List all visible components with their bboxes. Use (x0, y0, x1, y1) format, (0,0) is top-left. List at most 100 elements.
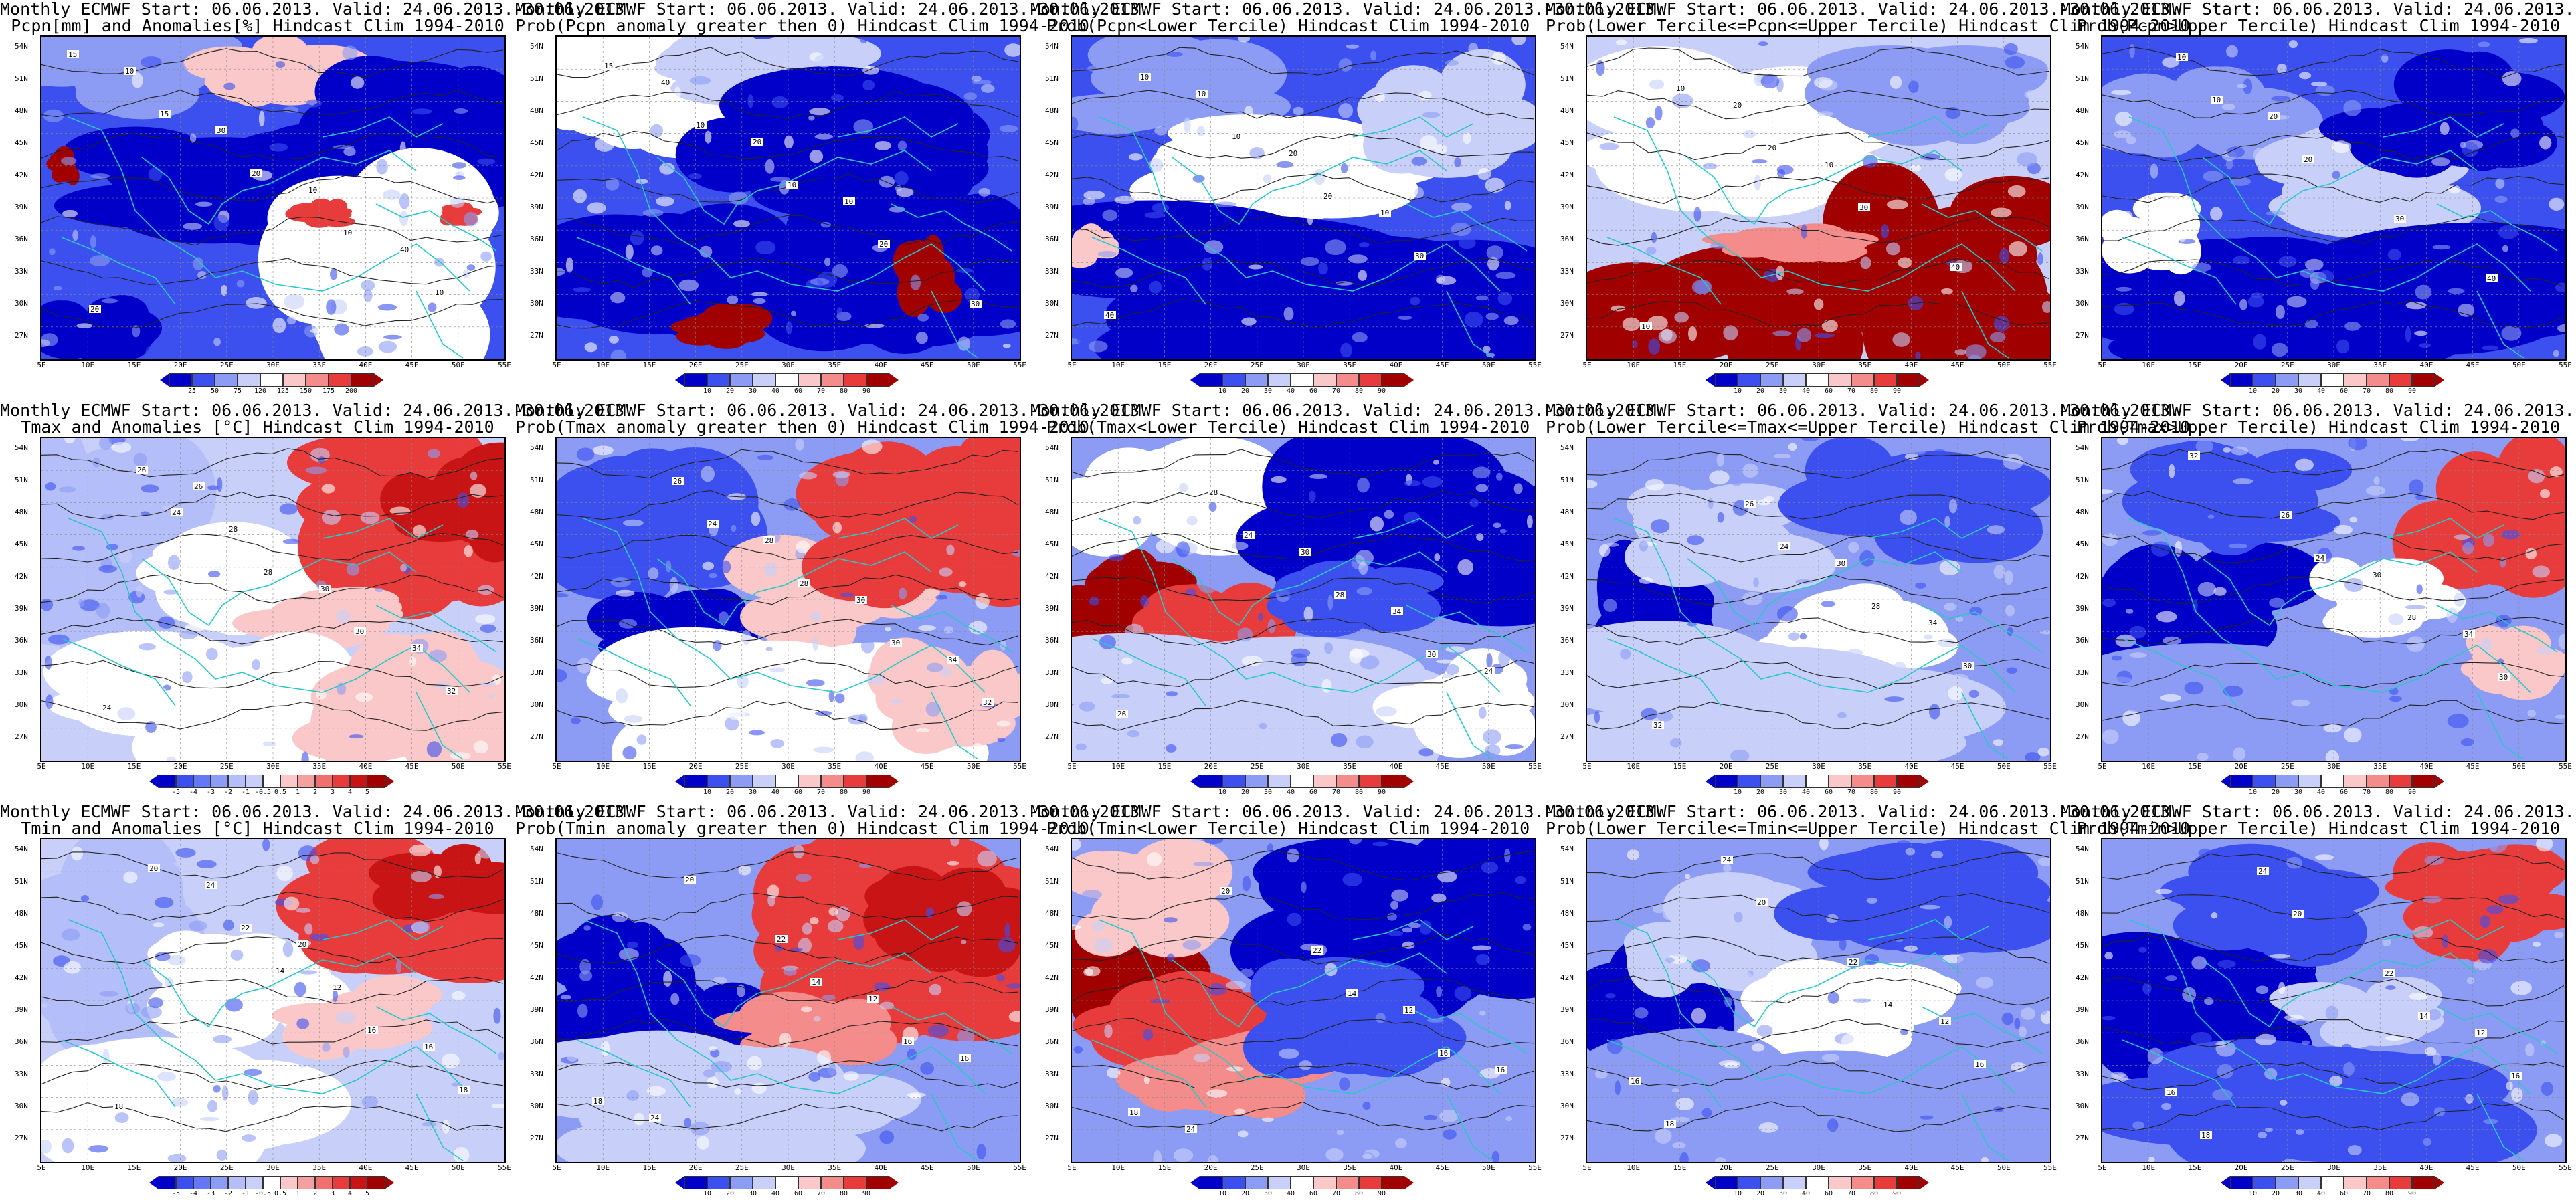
lat-tick-label: 51N (1560, 476, 1574, 484)
field-speckle (269, 206, 277, 211)
colorbar-swatch (2276, 373, 2298, 387)
field-speckle (1290, 648, 1311, 658)
field-patch (905, 239, 933, 279)
field-speckle (1623, 741, 1631, 756)
field-speckle (2161, 1103, 2172, 1110)
lon-tick-label: 20E (173, 762, 187, 771)
field-speckle (929, 983, 942, 996)
field-patch (1925, 50, 2048, 86)
field-speckle (1241, 317, 1257, 326)
panel-subtitle: Prob(Lower Tercile<=Tmax<=Upper Tercile)… (1546, 417, 2191, 437)
lon-tick-label: 50E (2512, 1163, 2526, 1172)
field-speckle (806, 278, 824, 290)
field-speckle (957, 336, 971, 351)
field-patch (702, 307, 754, 333)
contour-line (41, 574, 504, 603)
field-speckle (1716, 1026, 1725, 1037)
field-speckle (1908, 80, 1919, 93)
field-speckle (1843, 668, 1853, 682)
contour-label: 24 (1722, 856, 1732, 864)
lon-tick-label: 20E (1719, 762, 1733, 771)
contour-line (41, 617, 504, 645)
contour-label-box (1243, 531, 1255, 539)
field-speckle (809, 917, 819, 925)
field-speckle (2545, 1134, 2563, 1148)
lon-tick-label: 10E (596, 361, 610, 369)
field-speckle (102, 1048, 110, 1064)
field-speckle (262, 741, 276, 747)
field-speckle (1904, 453, 1919, 460)
field-patch (1106, 37, 1182, 99)
field-speckle (940, 666, 952, 677)
field-speckle (723, 53, 743, 65)
field-speckle (1203, 839, 1224, 845)
lat-tick-label: 36N (1045, 235, 1059, 243)
field-speckle (1523, 625, 1530, 641)
coastline (416, 692, 464, 760)
lat-tick-label: 33N (1045, 267, 1059, 276)
field-speckle (2480, 637, 2492, 653)
contour-line (1587, 534, 2049, 563)
lon-tick-label: 10E (2142, 1163, 2156, 1172)
field-speckle (1006, 983, 1020, 989)
contour-line (1072, 1017, 1534, 1048)
field-speckle (751, 292, 769, 296)
lat-tick-label: 48N (1045, 508, 1059, 516)
field-speckle (92, 457, 101, 468)
field-speckle (2102, 1015, 2116, 1021)
contour-line (2102, 1103, 2565, 1131)
field-speckle (2549, 197, 2565, 211)
field-speckle (2432, 245, 2451, 250)
contour-label: 30 (1427, 650, 1436, 659)
field-speckle (480, 251, 492, 262)
field-speckle (2427, 1009, 2441, 1021)
field-speckle (699, 245, 713, 258)
field-speckle (1072, 116, 1079, 132)
map-area: 10 10 20 30 40 10 20 10 (1071, 35, 1536, 361)
field-speckle (1950, 674, 1969, 683)
field-patch (1933, 88, 2030, 126)
field-speckle (997, 737, 1006, 742)
colorbar-swatch (367, 1176, 385, 1189)
contour-label-box (1230, 132, 1243, 140)
forecast-panel: Monthly ECMWF Start: 06.06.2013. Valid: … (1030, 401, 1665, 803)
colorbar-swatch (1760, 775, 1783, 788)
colorbar-tick-label: 20 (2271, 1190, 2280, 1197)
field-speckle (727, 295, 739, 304)
field-speckle (1004, 923, 1011, 938)
panel-subtitle: Tmin and Anomalies [°C] Hindcast Clim 19… (21, 819, 494, 838)
lon-tick-label: 5E (2098, 1163, 2107, 1172)
contour-label-box (2394, 215, 2406, 223)
colorbar-tick-label: 80 (1869, 789, 1879, 796)
field-speckle (193, 245, 207, 261)
field-speckle (800, 1006, 812, 1013)
contour-line (41, 132, 504, 159)
colorbar-swatch (263, 1176, 280, 1189)
field-speckle (1898, 257, 1912, 268)
field-speckle (1691, 279, 1712, 294)
contour-label: 10 (1641, 322, 1650, 331)
field-speckle (2233, 256, 2250, 265)
colorbar-swatch (844, 373, 866, 387)
field-speckle (1231, 542, 1249, 550)
field-speckle (567, 1052, 578, 1062)
field-speckle (1483, 729, 1501, 745)
contour-label: 24 (1780, 542, 1789, 551)
lat-tick-label: 51N (530, 476, 543, 484)
field-speckle (2104, 952, 2113, 960)
contour-line (41, 448, 504, 479)
field-speckle (1336, 1130, 1344, 1136)
field-speckle (2422, 1138, 2432, 1146)
field-speckle (232, 578, 244, 583)
field-speckle (399, 193, 410, 209)
field-speckle (108, 89, 128, 95)
field-speckle (610, 349, 626, 359)
lon-tick-label: 25E (1250, 361, 1264, 369)
lon-tick-label: 15E (127, 361, 141, 369)
contour-label: 14 (1348, 989, 1357, 998)
field-speckle (207, 485, 219, 490)
field-speckle (1485, 312, 1499, 320)
field-speckle (2385, 985, 2396, 990)
field-speckle (1723, 74, 1734, 83)
